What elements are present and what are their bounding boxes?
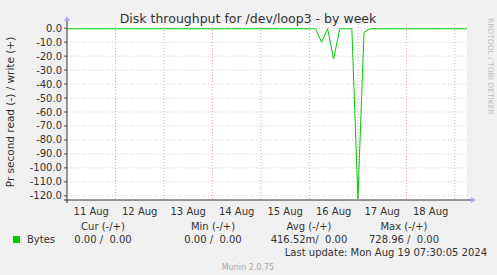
series-group (67, 29, 467, 199)
grid-line (67, 139, 467, 140)
grid-line (67, 153, 467, 154)
background (0, 0, 497, 275)
watermark: RRDTOOL / TOBI OETIKER (486, 18, 495, 115)
stats-header: Avg (-/+) (287, 221, 332, 232)
grid-line (67, 56, 467, 57)
stats-header: Min (-/+) (191, 221, 235, 232)
tick-label: -30.0 (36, 65, 62, 76)
stats-value: 0.00 / 0.00 (74, 234, 131, 245)
grid-line (67, 84, 467, 85)
y-axis (67, 20, 68, 203)
stats-value: 728.96 / 0.00 (369, 234, 439, 245)
tick-label: 12 Aug (122, 206, 157, 217)
title: Disk throughput for /dev/loop3 - by week (120, 11, 377, 26)
grid-line (406, 24, 407, 200)
tick-label: -60.0 (36, 107, 62, 118)
stats-value: 416.52m/ 0.00 (271, 234, 348, 245)
tick-label: -120.0 (30, 190, 62, 201)
grid-line (454, 24, 455, 200)
tick-label: -20.0 (36, 51, 62, 62)
axis-arrow (471, 197, 476, 203)
plot-area (67, 24, 467, 200)
legend-swatch (13, 236, 20, 243)
chart: Disk throughput for /dev/loop3 - by week… (0, 0, 497, 275)
grid-line (357, 24, 358, 200)
tick-label: 15 Aug (267, 206, 302, 217)
tick-label: -40.0 (36, 79, 62, 90)
tick-label: 17 Aug (364, 206, 399, 217)
tick-label: -100.0 (30, 162, 62, 173)
last-update: Last update: Mon Aug 19 07:30:05 2024 (285, 247, 487, 258)
grid-line (309, 24, 310, 200)
stats-header: Cur (-/+) (81, 221, 125, 232)
tick-label: 16 Aug (316, 206, 351, 217)
axis-arrow (64, 16, 70, 21)
grid-line (260, 24, 261, 200)
tick-label: 14 Aug (219, 206, 254, 217)
grid-line (67, 181, 467, 182)
tick-label: 18 Aug (413, 206, 448, 217)
grid-line (67, 125, 467, 126)
tick-label: -50.0 (36, 93, 62, 104)
tick-label: -70.0 (36, 120, 62, 131)
x-axis (64, 200, 472, 201)
tick-label: -80.0 (36, 134, 62, 145)
tick-label: 0.0 (46, 23, 62, 34)
series-line (67, 29, 467, 199)
grid-line (67, 98, 467, 99)
grid-line (163, 24, 164, 200)
footer: Munin 2.0.75 (222, 263, 274, 272)
tick-label: -90.0 (36, 148, 62, 159)
tick-label: -10.0 (36, 37, 62, 48)
grid-line (115, 24, 116, 200)
tick-label: 13 Aug (170, 206, 205, 217)
stats-value: 0.00 / 0.00 (184, 234, 241, 245)
grid-line (67, 112, 467, 113)
stats-header: Max (-/+) (380, 221, 427, 232)
grid-line (67, 70, 467, 71)
legend-label: Bytes (27, 234, 55, 245)
grid-line (67, 167, 467, 168)
grid-line (212, 24, 213, 200)
tick-label: 11 Aug (74, 206, 109, 217)
grid-line (67, 195, 467, 196)
tick-label: -110.0 (30, 176, 62, 187)
grid-line (67, 42, 467, 43)
axis-label: Pr second read (-) / write (+) (4, 37, 16, 188)
